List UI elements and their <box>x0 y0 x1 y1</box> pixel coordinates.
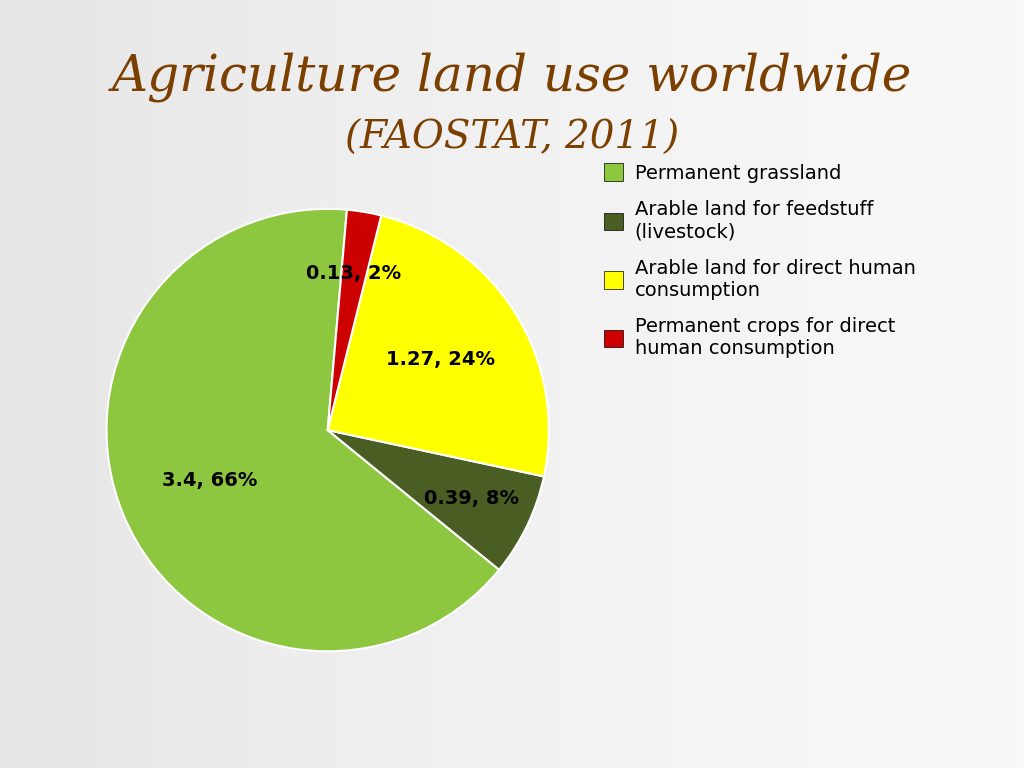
Wedge shape <box>328 216 549 476</box>
Text: 0.39, 8%: 0.39, 8% <box>424 489 519 508</box>
Text: 0.13, 2%: 0.13, 2% <box>306 263 401 283</box>
Legend: Permanent grassland, Arable land for feedstuff
(livestock), Arable land for dire: Permanent grassland, Arable land for fee… <box>603 164 915 358</box>
Text: (FAOSTAT, 2011): (FAOSTAT, 2011) <box>345 120 679 157</box>
Text: 1.27, 24%: 1.27, 24% <box>386 350 495 369</box>
Wedge shape <box>328 430 544 570</box>
Text: Agriculture land use worldwide: Agriculture land use worldwide <box>112 51 912 102</box>
Wedge shape <box>328 210 381 430</box>
Text: 3.4, 66%: 3.4, 66% <box>162 471 257 489</box>
Wedge shape <box>106 209 499 651</box>
